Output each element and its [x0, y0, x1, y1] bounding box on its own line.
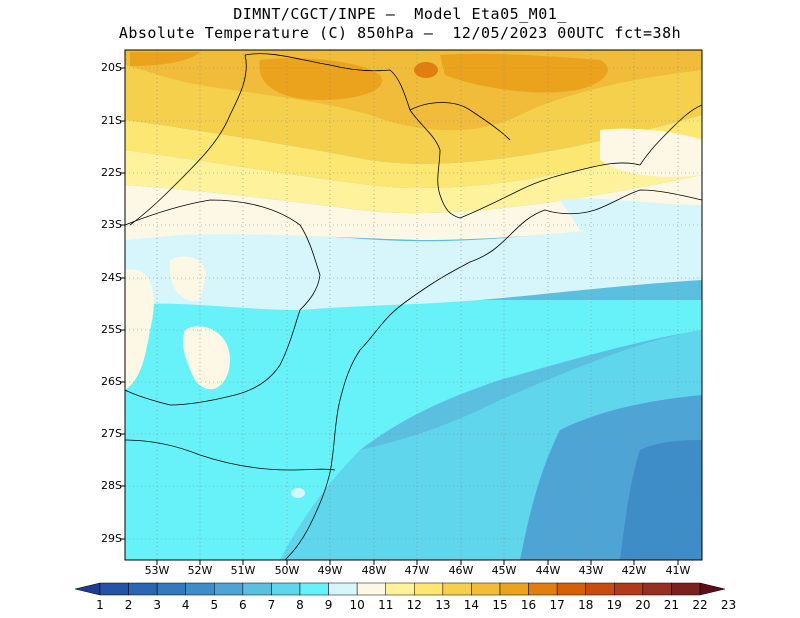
- temperature-field: [125, 50, 702, 560]
- lat-label: 21S: [101, 114, 122, 127]
- colorbar-label: 19: [606, 598, 622, 612]
- plot-frame: [120, 49, 703, 565]
- colorbar-label: 9: [324, 598, 333, 612]
- lon-label: 49W: [317, 564, 343, 577]
- lon-label: 45W: [491, 564, 517, 577]
- colorbar-swatch: [471, 582, 501, 596]
- lat-label: 25S: [101, 323, 122, 336]
- colorbar-label: 21: [663, 598, 680, 612]
- colorbar-swatch: [585, 582, 615, 596]
- colorbar-swatch: [671, 582, 701, 596]
- lon-label: 51W: [230, 564, 256, 577]
- colorbar-label: 14: [463, 598, 480, 612]
- lat-label: 23S: [101, 218, 122, 231]
- colorbar-label: 23: [720, 598, 737, 612]
- colorbar-swatch: [242, 582, 272, 596]
- coastlines-borders: [125, 53, 702, 560]
- colorbar-label: 10: [349, 598, 365, 612]
- colorbar-swatch: [99, 582, 129, 596]
- lon-label: 41W: [665, 564, 691, 577]
- colorbar-label: 18: [578, 598, 594, 612]
- colorbar-label: 5: [210, 598, 219, 612]
- lat-label: 22S: [101, 166, 122, 179]
- colorbar-swatch: [271, 582, 301, 596]
- colorbar-label: 16: [520, 598, 537, 612]
- colorbar-label: 20: [635, 598, 651, 612]
- graticule: [125, 50, 702, 560]
- colorbar-label: 17: [549, 598, 565, 612]
- colorbar-label: 11: [378, 598, 394, 612]
- colorbar-label: 6: [239, 598, 247, 612]
- colorbar-high-arrow: [699, 582, 726, 596]
- colorbar-label: 22: [692, 598, 708, 612]
- colorbar-label: 15: [492, 598, 508, 612]
- lat-label: 27S: [101, 427, 122, 440]
- lon-label: 52W: [187, 564, 213, 577]
- colorbar-swatch: [185, 582, 215, 596]
- lon-label: 43W: [578, 564, 604, 577]
- lon-label: 48W: [361, 564, 387, 577]
- colorbar-swatch: [528, 582, 558, 596]
- colorbar-swatch: [614, 582, 644, 596]
- colorbar-swatch: [214, 582, 244, 596]
- colorbar-swatch: [385, 582, 415, 596]
- colorbar-label: 8: [296, 598, 304, 612]
- colorbar-label: 7: [267, 598, 276, 612]
- lon-label: 46W: [448, 564, 474, 577]
- lat-label: 24S: [101, 271, 122, 284]
- colorbar-swatch: [356, 582, 386, 596]
- lon-label: 47W: [404, 564, 430, 577]
- title-line-2: Absolute Temperature (C) 850hPa – 12/05/…: [118, 24, 682, 42]
- colorbar-swatch: [642, 582, 672, 596]
- lat-label: 26S: [101, 375, 122, 388]
- colorbar-swatch: [328, 582, 358, 596]
- lon-label: 42W: [621, 564, 647, 577]
- lon-label: 44W: [535, 564, 561, 577]
- lat-label: 20S: [101, 61, 122, 74]
- lat-label: 28S: [101, 479, 122, 492]
- colorbar-label: 1: [96, 598, 104, 612]
- colorbar-label: 12: [406, 598, 422, 612]
- title-line-1: DIMNT/CGCT/INPE – Model Eta05_M01_: [233, 5, 567, 23]
- colorbar-swatch: [556, 582, 586, 596]
- colorbar-swatch: [128, 582, 158, 596]
- colorbar-swatch: [499, 582, 529, 596]
- colorbar-swatch: [156, 582, 186, 596]
- colorbar-low-arrow: [74, 582, 101, 596]
- colorbar-label: 3: [153, 598, 161, 612]
- lon-label: 50W: [274, 564, 300, 577]
- colorbar-swatch: [299, 582, 329, 596]
- lat-label: 29S: [101, 532, 122, 545]
- colorbar-label: 2: [124, 598, 133, 612]
- colorbar-label: 13: [435, 598, 451, 612]
- lon-label: 53W: [144, 564, 170, 577]
- colorbar-swatch: [442, 582, 472, 596]
- colorbar-swatch: [414, 582, 444, 596]
- colorbar-label: 4: [181, 598, 190, 612]
